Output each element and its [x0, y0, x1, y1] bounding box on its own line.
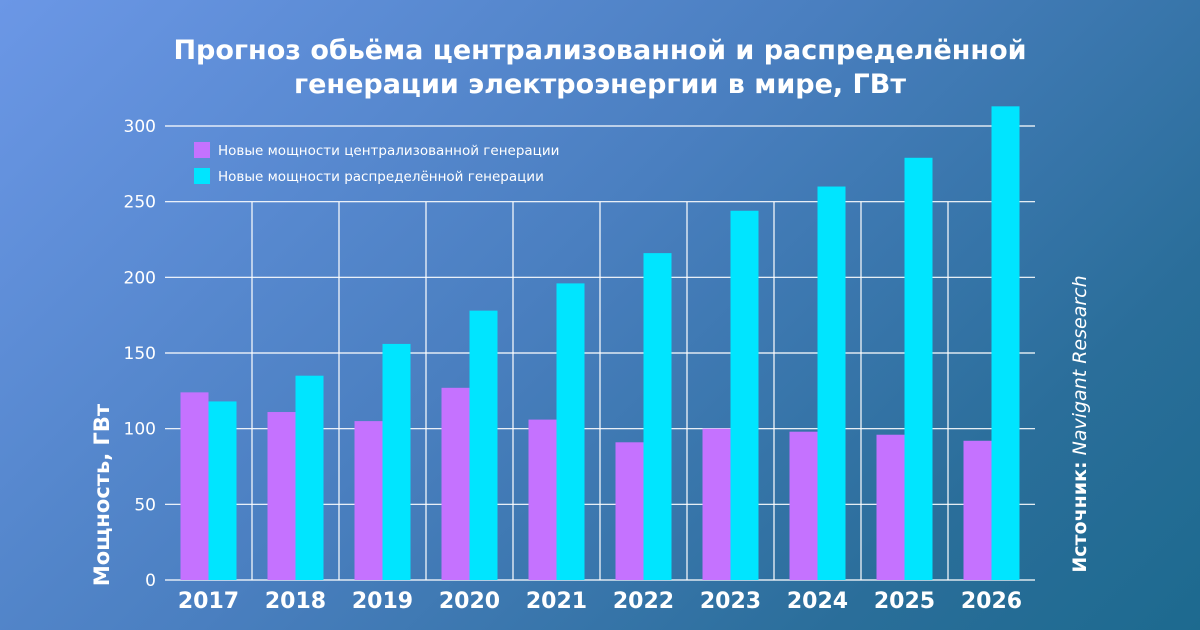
bar-centralized-2026 [963, 440, 992, 580]
bar-distributed-2026 [991, 106, 1020, 581]
bar-centralized-2018 [267, 412, 296, 580]
bar-centralized-2025 [876, 434, 905, 580]
bar-distributed-2019 [382, 343, 411, 580]
x-tick-label: 2023 [700, 589, 761, 614]
x-tick-label: 2020 [439, 589, 500, 614]
bar-distributed-2025 [904, 157, 933, 580]
source-label: Источник: [1069, 461, 1091, 573]
x-tick-label: 2018 [265, 589, 326, 614]
bar-distributed-2020 [469, 310, 498, 580]
y-tick-label: 0 [145, 571, 156, 591]
bar-distributed-2023 [730, 210, 759, 580]
legend-swatch-distributed [194, 168, 210, 184]
legend-label-distributed: Новые мощности распределённой генерации [218, 169, 544, 185]
x-tick-label: 2025 [874, 589, 935, 614]
x-tick-label: 2021 [526, 589, 587, 614]
y-axis-label: Мощность, ГВт [90, 403, 114, 587]
chart-title: Прогноз обьёма централизованной и распре… [0, 34, 1200, 102]
bar-centralized-2024 [789, 431, 818, 580]
grid-lines [165, 125, 1035, 581]
y-tick-label: 200 [124, 268, 156, 288]
legend: Новые мощности централизованной генераци… [194, 142, 559, 185]
bar-distributed-2022 [643, 253, 672, 580]
bar-distributed-2021 [556, 283, 585, 580]
bar-centralized-2021 [528, 419, 557, 580]
x-tick-label: 2017 [178, 589, 239, 614]
bar-centralized-2022 [615, 442, 644, 580]
y-tick-label: 300 [124, 117, 156, 137]
y-tick-label: 250 [124, 193, 156, 213]
bar-centralized-2019 [354, 421, 383, 580]
chart-title-line-2: генерации электроэнергии в мире, ГВт [294, 69, 906, 100]
bars [180, 106, 1020, 581]
source-note: Источник: Navigant Research [1069, 275, 1091, 572]
y-tick-label: 50 [134, 495, 156, 515]
y-tick-label: 100 [124, 420, 156, 440]
y-axis-ticks: 0 50 100 150 200 250 300 [124, 117, 156, 591]
x-tick-label: 2026 [961, 589, 1022, 614]
bar-centralized-2023 [702, 428, 731, 580]
legend-label-centralized: Новые мощности централизованной генераци… [218, 143, 559, 159]
legend-swatch-centralized [194, 142, 210, 158]
bar-distributed-2017 [208, 401, 237, 580]
x-tick-label: 2022 [613, 589, 674, 614]
x-tick-label: 2019 [352, 589, 413, 614]
bar-centralized-2017 [180, 392, 209, 580]
x-axis-ticks: 2017 2018 2019 2020 2021 2022 2023 2024 2025 2026 [178, 589, 1022, 614]
bar-distributed-2018 [295, 375, 324, 580]
bar-centralized-2020 [441, 387, 470, 580]
y-tick-label: 150 [124, 344, 156, 364]
source-value: Navigant Research [1069, 275, 1091, 456]
bar-distributed-2024 [817, 186, 846, 581]
chart-title-line-1: Прогноз обьёма централизованной и распре… [173, 35, 1027, 66]
x-tick-label: 2024 [787, 589, 848, 614]
